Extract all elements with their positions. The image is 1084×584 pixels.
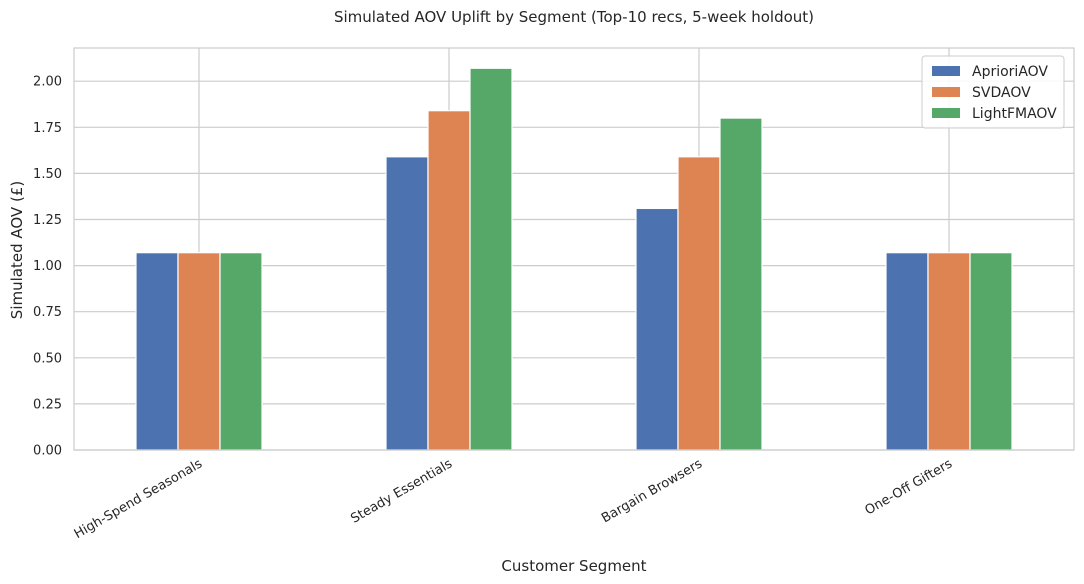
bar-lightfmaov-0: [219, 252, 263, 451]
plot-frame: [73, 47, 1075, 451]
x-tick-label: Steady Essentials: [348, 456, 455, 526]
bar-svdaov-0: [177, 252, 221, 451]
x-tick-label: High-Spend Seasonals: [72, 456, 205, 542]
y-tick-label: 1.50: [33, 167, 62, 182]
y-tick-label: 2.00: [33, 75, 62, 90]
y-tick-label: 0.00: [33, 444, 62, 459]
legend: AprioriAOV SVDAOV LightFMAOV: [921, 55, 1065, 129]
bar-svdaov-1: [427, 110, 471, 451]
x-ticks: High-Spend Seasonals Steady Essentials Bar…: [72, 456, 955, 542]
y-ticks: 0.00 0.25 0.50 0.75 1.00 1.25 1.50 1.75 2.00: [33, 75, 62, 459]
x-tick-label: One-Off Gifters: [863, 456, 956, 518]
y-tick-label: 1.25: [33, 213, 62, 228]
legend-swatch-svdaov: [932, 87, 960, 97]
legend-label: SVDAOV: [972, 85, 1031, 101]
y-tick-label: 0.25: [33, 397, 62, 412]
x-tick-label: Bargain Browsers: [599, 456, 705, 526]
bar-aprioriaov-0: [135, 252, 179, 451]
y-tick-label: 0.75: [33, 305, 62, 320]
y-tick-label: 1.00: [33, 259, 62, 274]
bars: [135, 67, 1013, 451]
bar-lightfmaov-3: [969, 252, 1013, 451]
y-tick-label: 1.75: [33, 121, 62, 136]
legend-label: AprioriAOV: [972, 64, 1048, 80]
bar-lightfmaov-2: [719, 117, 763, 451]
legend-label: LightFMAOV: [972, 106, 1057, 122]
bar-svdaov-2: [677, 156, 721, 451]
bar-lightfmaov-1: [469, 67, 513, 451]
bar-svdaov-3: [927, 252, 971, 451]
x-axis-label: Customer Segment: [501, 557, 646, 575]
y-tick-label: 0.50: [33, 351, 62, 366]
y-axis-label: Simulated AOV (£): [8, 181, 26, 319]
bar-aprioriaov-2: [635, 207, 679, 451]
bar-aprioriaov-3: [885, 252, 929, 451]
chart-title: Simulated AOV Uplift by Segment (Top-10 …: [334, 8, 814, 26]
legend-swatch-lightfmaov: [932, 108, 960, 118]
legend-swatch-aprioriaov: [932, 66, 960, 76]
bar-aprioriaov-1: [385, 156, 429, 451]
